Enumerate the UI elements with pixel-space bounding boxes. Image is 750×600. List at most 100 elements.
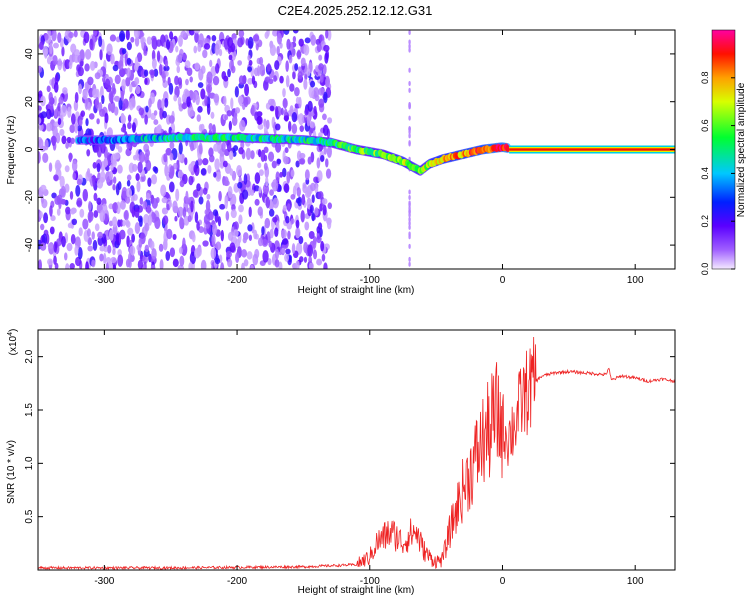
noise-speck — [182, 206, 187, 218]
noise-speck — [131, 96, 136, 107]
x-tick-label: -200 — [227, 576, 247, 587]
noise-speck — [174, 215, 178, 222]
noise-speck — [177, 206, 184, 217]
noise-speck — [135, 173, 140, 181]
spectrogram-y-axis-label: Frequency (Hz) — [6, 116, 17, 185]
noise-speck — [285, 215, 290, 224]
colorbar-tick-label: 0.2 — [700, 215, 710, 228]
spectrogram-ridge-layer — [74, 132, 675, 177]
noise-speck — [49, 205, 53, 217]
noise-speck — [298, 158, 305, 165]
noise-speck — [298, 113, 305, 126]
noise-speck — [126, 235, 130, 248]
noise-speck — [212, 75, 220, 86]
noise-speck — [237, 60, 242, 66]
noise-speck — [194, 31, 200, 43]
noise-speck — [85, 261, 89, 269]
noise-speck — [290, 169, 295, 178]
noise-speck — [56, 208, 61, 216]
noise-speck — [144, 244, 149, 253]
noise-speck — [121, 186, 128, 199]
x-tick-label: -200 — [227, 275, 247, 286]
noise-speck — [254, 172, 261, 185]
noise-speck — [239, 119, 246, 132]
noise-speck — [83, 31, 90, 44]
noise-speck — [190, 110, 196, 117]
noise-speck — [310, 80, 316, 88]
noise-speck — [87, 101, 91, 111]
noise-speck — [202, 240, 209, 247]
noise-speck — [94, 223, 100, 232]
noise-speck — [103, 252, 107, 265]
noise-speck — [211, 234, 216, 247]
noise-speck — [52, 125, 58, 138]
noise-speck — [67, 222, 73, 229]
noise-speck — [291, 111, 298, 123]
noise-speck — [295, 228, 300, 239]
noise-speck — [304, 37, 311, 44]
noise-speck — [121, 48, 127, 55]
noise-speck — [61, 235, 66, 248]
noise-speck — [408, 189, 411, 195]
noise-speck — [254, 198, 260, 206]
noise-speck — [60, 185, 66, 198]
noise-speck — [250, 150, 255, 160]
noise-speck — [310, 34, 317, 46]
noise-speck — [195, 94, 200, 106]
noise-speck — [78, 227, 83, 237]
noise-speck — [147, 177, 152, 187]
noise-speck — [318, 54, 323, 61]
noise-speck — [121, 78, 126, 92]
noise-speck — [245, 147, 252, 161]
noise-speck — [145, 149, 150, 158]
noise-speck — [77, 247, 83, 260]
noise-speck — [82, 218, 89, 230]
noise-speck — [95, 96, 100, 109]
noise-speck — [114, 74, 121, 85]
noise-speck — [178, 246, 183, 254]
noise-speck — [150, 174, 158, 185]
noise-speck — [89, 38, 94, 51]
noise-speck — [310, 182, 316, 192]
noise-speck — [294, 63, 299, 71]
noise-speck — [117, 254, 124, 267]
noise-speck — [169, 165, 175, 177]
noise-speck — [408, 47, 411, 53]
noise-speck — [169, 31, 174, 40]
noise-speck — [161, 207, 167, 215]
y-tick-label: 1.0 — [24, 456, 35, 470]
noise-speck — [204, 95, 208, 106]
noise-speck — [287, 230, 291, 240]
noise-speck — [295, 96, 300, 105]
noise-speck — [274, 248, 280, 260]
noise-speck — [267, 258, 272, 266]
noise-speck — [285, 248, 291, 255]
noise-speck — [283, 30, 290, 35]
noise-speck — [304, 221, 310, 231]
noise-speck — [178, 142, 183, 155]
noise-speck — [322, 113, 327, 121]
noise-speck — [74, 92, 79, 104]
noise-speck — [269, 228, 274, 239]
noise-speck — [160, 184, 167, 197]
noise-speck — [169, 152, 174, 161]
noise-speck — [241, 262, 245, 269]
noise-speck — [168, 82, 174, 95]
noise-speck — [139, 217, 143, 228]
noise-speck — [268, 240, 273, 248]
noise-speck — [65, 142, 69, 149]
noise-speck — [82, 89, 88, 100]
noise-speck — [314, 207, 319, 217]
noise-speck — [238, 147, 244, 155]
noise-speck — [129, 83, 133, 93]
noise-speck — [291, 243, 296, 254]
noise-speck — [70, 43, 77, 54]
noise-speck — [237, 37, 244, 48]
noise-speck — [307, 156, 312, 165]
noise-speck — [129, 201, 136, 214]
noise-speck — [192, 189, 199, 198]
colorbar-scale — [711, 29, 736, 270]
noise-speck — [188, 163, 194, 173]
noise-speck — [291, 123, 298, 135]
